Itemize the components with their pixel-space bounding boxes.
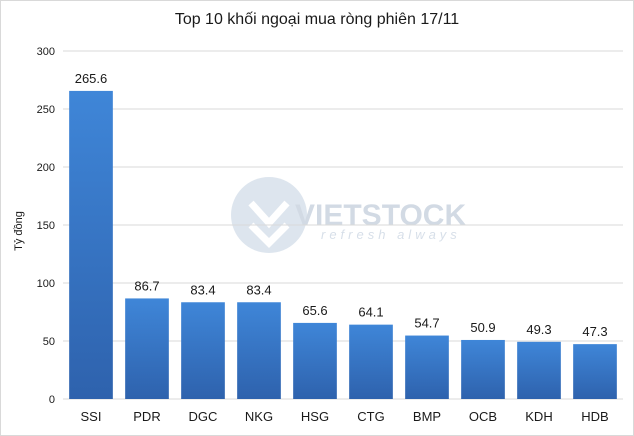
watermark-logo-icon [231, 177, 307, 253]
bar-pdr [125, 298, 169, 399]
y-tick-label: 0 [49, 394, 55, 406]
data-label: 83.4 [190, 282, 215, 297]
data-label: 265.6 [75, 71, 108, 86]
chart-title: Top 10 khối ngoại mua ròng phiên 17/11 [174, 11, 460, 28]
bar-ctg [349, 324, 393, 399]
data-label: 49.3 [526, 322, 551, 337]
bar-bmp [405, 335, 449, 399]
y-tick-label: 100 [37, 278, 55, 290]
y-tick-labels: 0 50 100 150 200 250 300 [37, 46, 55, 406]
data-label: 54.7 [414, 316, 439, 331]
data-label: 86.7 [134, 278, 159, 293]
y-tick-label: 300 [37, 46, 55, 58]
data-label: 64.1 [358, 305, 383, 320]
data-label: 83.4 [246, 282, 271, 297]
x-tick-label: CTG [357, 409, 384, 424]
data-label: 65.6 [302, 303, 327, 318]
watermark-brand: VIETSTOCK [295, 199, 466, 232]
bars [69, 90, 617, 400]
x-tick-label: PDR [133, 409, 160, 424]
x-tick-label: NKG [245, 409, 273, 424]
y-tick-label: 250 [37, 104, 55, 116]
bar-hdb [573, 344, 617, 399]
x-tick-label: KDH [525, 409, 552, 424]
watermark-tagline: refresh always [321, 227, 461, 242]
bar-kdh [517, 341, 561, 399]
bar-nkg [237, 302, 281, 399]
bar-hsg [293, 322, 337, 399]
bar-dgc [181, 302, 225, 399]
x-tick-label: SSI [81, 409, 102, 424]
y-tick-label: 150 [37, 220, 55, 232]
x-tick-label: OCB [469, 409, 497, 424]
y-tick-label: 200 [37, 162, 55, 174]
x-tick-label: DGC [189, 409, 218, 424]
x-tick-label: HDB [581, 409, 608, 424]
bar-ocb [461, 339, 505, 399]
watermark-logo: VIETSTOCK refresh always [231, 177, 466, 253]
data-label: 50.9 [470, 320, 495, 335]
x-tick-label: HSG [301, 409, 329, 424]
y-tick-label: 50 [43, 336, 55, 348]
data-label: 47.3 [582, 324, 607, 339]
bar-ssi [69, 90, 113, 400]
data-labels: 265.6 86.7 83.4 83.4 65.6 64.1 54.7 50.9 49.3 47.… [75, 71, 608, 339]
x-tick-labels: SSI PDR DGC NKG HSG CTG BMP OCB KDH HDB [81, 409, 609, 424]
x-tick-label: BMP [413, 409, 441, 424]
